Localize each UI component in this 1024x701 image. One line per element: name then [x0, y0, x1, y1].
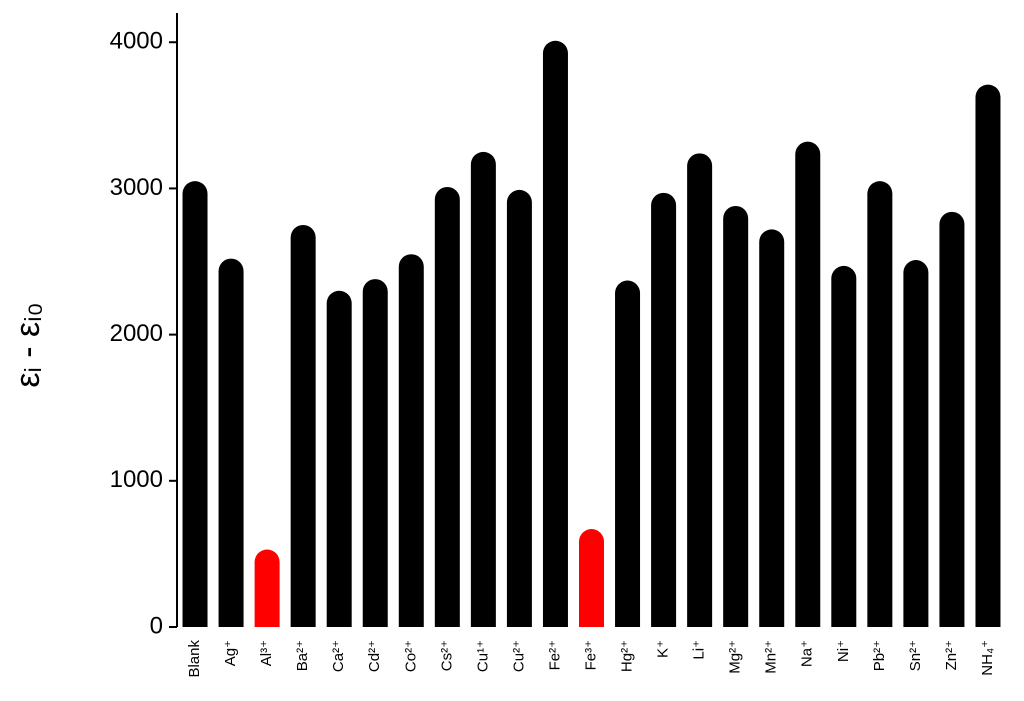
- bar: [867, 181, 893, 627]
- x-tick-label: Ca²⁺: [330, 640, 347, 672]
- x-tick-label: K⁺: [655, 640, 672, 658]
- bar: [651, 192, 677, 628]
- x-tick-label: Cu²⁺: [510, 640, 527, 672]
- bar: [398, 254, 424, 627]
- bar: [434, 186, 460, 627]
- bar: [795, 141, 821, 627]
- bar: [182, 181, 208, 627]
- x-tick-label: Mg²⁺: [727, 640, 744, 674]
- y-tick-label: 3000: [110, 174, 163, 201]
- bar: [470, 151, 496, 627]
- x-tick-label: NH₄⁺: [979, 640, 996, 676]
- x-tick-label: Zn²⁺: [943, 640, 960, 670]
- bar: [615, 280, 641, 627]
- y-tick-label: 0: [150, 612, 163, 639]
- x-tick-label: Fe²⁺: [546, 640, 563, 670]
- bar: [290, 224, 316, 627]
- x-tick-label: Cd²⁺: [366, 640, 383, 672]
- bar: [542, 40, 568, 628]
- x-tick-label: Ba²⁺: [294, 640, 311, 671]
- bar: [687, 153, 713, 628]
- y-tick-label: 2000: [110, 320, 163, 347]
- bar: [759, 229, 785, 628]
- bar: [326, 290, 352, 627]
- x-tick-label: Blank: [186, 640, 203, 678]
- x-tick-label: Fe³⁺: [582, 640, 599, 670]
- x-tick-label: Ag⁺: [222, 640, 239, 666]
- bar: [506, 189, 532, 628]
- bar: [723, 205, 749, 627]
- x-tick-label: Co²⁺: [402, 640, 419, 672]
- y-tick-label: 4000: [110, 28, 163, 55]
- x-tick-label: Na⁺: [799, 640, 816, 667]
- bar: [254, 549, 280, 627]
- y-tick-label: 1000: [110, 466, 163, 493]
- x-tick-label: Cs²⁺: [438, 640, 455, 671]
- x-tick-label: Hg²⁺: [619, 640, 636, 672]
- x-tick-label: Sn²⁺: [907, 640, 924, 671]
- x-tick-label: Ni⁺: [835, 640, 852, 662]
- bar: [831, 265, 857, 627]
- x-tick-label: Mn²⁺: [763, 640, 780, 674]
- bar: [975, 84, 1001, 628]
- bar: [362, 279, 388, 627]
- x-tick-label: Cu¹⁺: [474, 640, 491, 672]
- bar: [939, 211, 965, 628]
- x-tick-label: Pb²⁺: [871, 640, 888, 671]
- bar: [579, 529, 604, 627]
- x-tick-label: Al³⁺: [258, 640, 275, 666]
- y-axis-label: εᵢ - εᵢ₀: [9, 302, 47, 387]
- bar: [218, 258, 244, 627]
- x-tick-label: Li⁺: [691, 640, 708, 660]
- bar: [903, 260, 929, 627]
